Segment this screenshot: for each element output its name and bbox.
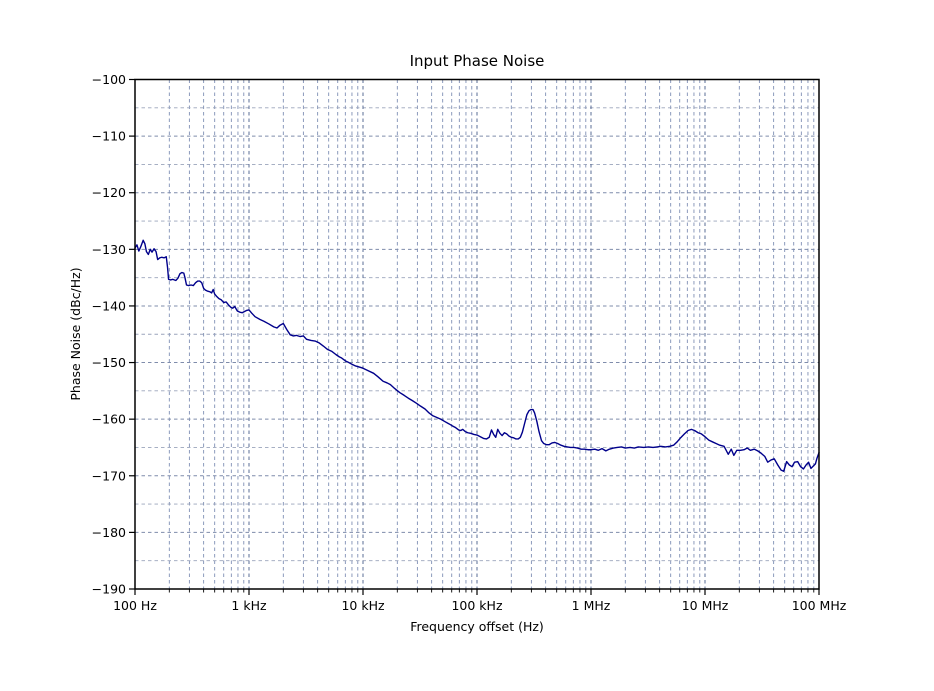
y-tick-label: −120 xyxy=(92,185,126,200)
x-tick-labels: 100 Hz 1 kHz 10 kHz 100 kHz 1 MHz 10 MHz 100 M… xyxy=(113,598,847,613)
y-tick-label: −140 xyxy=(92,298,126,313)
x-tick-label: 10 kHz xyxy=(341,598,385,613)
x-tick-label: 1 kHz xyxy=(231,598,267,613)
phase-noise-trace xyxy=(134,239,820,472)
y-tick-label: −180 xyxy=(92,525,126,540)
x-tick-label: 10 MHz xyxy=(682,598,729,613)
y-tick-labels: −100 −110 −120 −130 −140 −150 −160 −170 −180 −190 xyxy=(92,72,126,597)
y-tick-label: −160 xyxy=(92,412,126,427)
x-tick-label: 100 MHz xyxy=(792,598,847,613)
x-axis-label: Frequency offset (Hz) xyxy=(410,619,544,634)
y-tick-label: −110 xyxy=(92,129,126,144)
chart-title: Input Phase Noise xyxy=(410,52,545,70)
x-tick-label: 1 MHz xyxy=(572,598,611,613)
y-axis-label: Phase Noise (dBc/Hz) xyxy=(68,267,83,400)
y-tick-label: −170 xyxy=(92,468,126,483)
y-tick-label: −100 xyxy=(92,72,126,87)
y-tick-label: −150 xyxy=(92,355,126,370)
x-tick-label: 100 Hz xyxy=(113,598,157,613)
y-tick-label: −190 xyxy=(92,582,126,597)
major-gridlines xyxy=(135,79,819,589)
x-tick-label: 100 kHz xyxy=(451,598,502,613)
axis-ticks xyxy=(129,78,820,595)
y-tick-label: −130 xyxy=(92,242,126,257)
